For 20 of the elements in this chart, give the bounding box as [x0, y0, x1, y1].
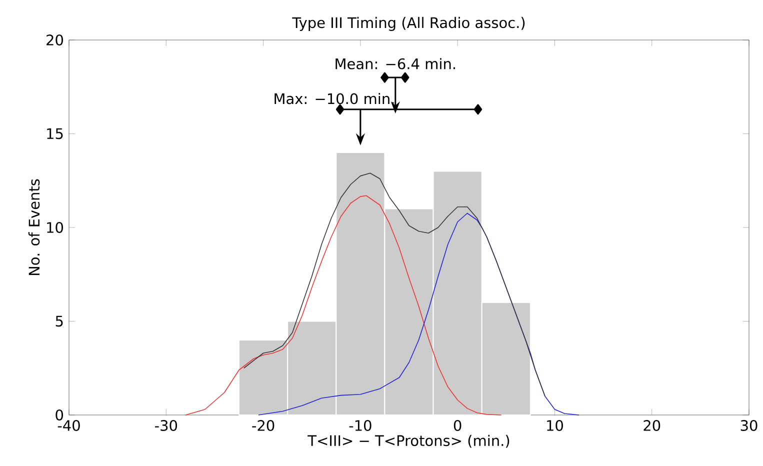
annotation: Mean: −6.4 min.: [336, 58, 455, 70]
line-series: [185, 195, 502, 416]
chart-title: Type III Timing (All Radio assoc.): [292, 16, 525, 31]
x-tick-label: 10: [547, 420, 563, 431]
x-tick-label: 0: [454, 420, 462, 431]
x-tick-label: 30: [740, 420, 758, 431]
x-tick-label: -20: [252, 420, 274, 431]
x-tick-label: -40: [58, 420, 80, 431]
y-tick-label: 20: [46, 34, 64, 46]
x-tick-label: -30: [155, 420, 178, 431]
y-tick-label: 0: [56, 410, 64, 420]
line-series: [243, 172, 546, 397]
y-tick-label: 10: [47, 222, 64, 233]
x-axis-title: T<III> − T<Protons> (min.): [308, 434, 510, 448]
y-tick-label: 15: [47, 128, 63, 140]
y-axis-title: No. of Events: [28, 179, 40, 276]
annotation: Max: −10.0 min.: [274, 92, 394, 104]
y-tick-label: 5: [56, 316, 63, 327]
x-tick-label: -10: [349, 420, 372, 431]
x-tick-label: 20: [644, 420, 660, 431]
